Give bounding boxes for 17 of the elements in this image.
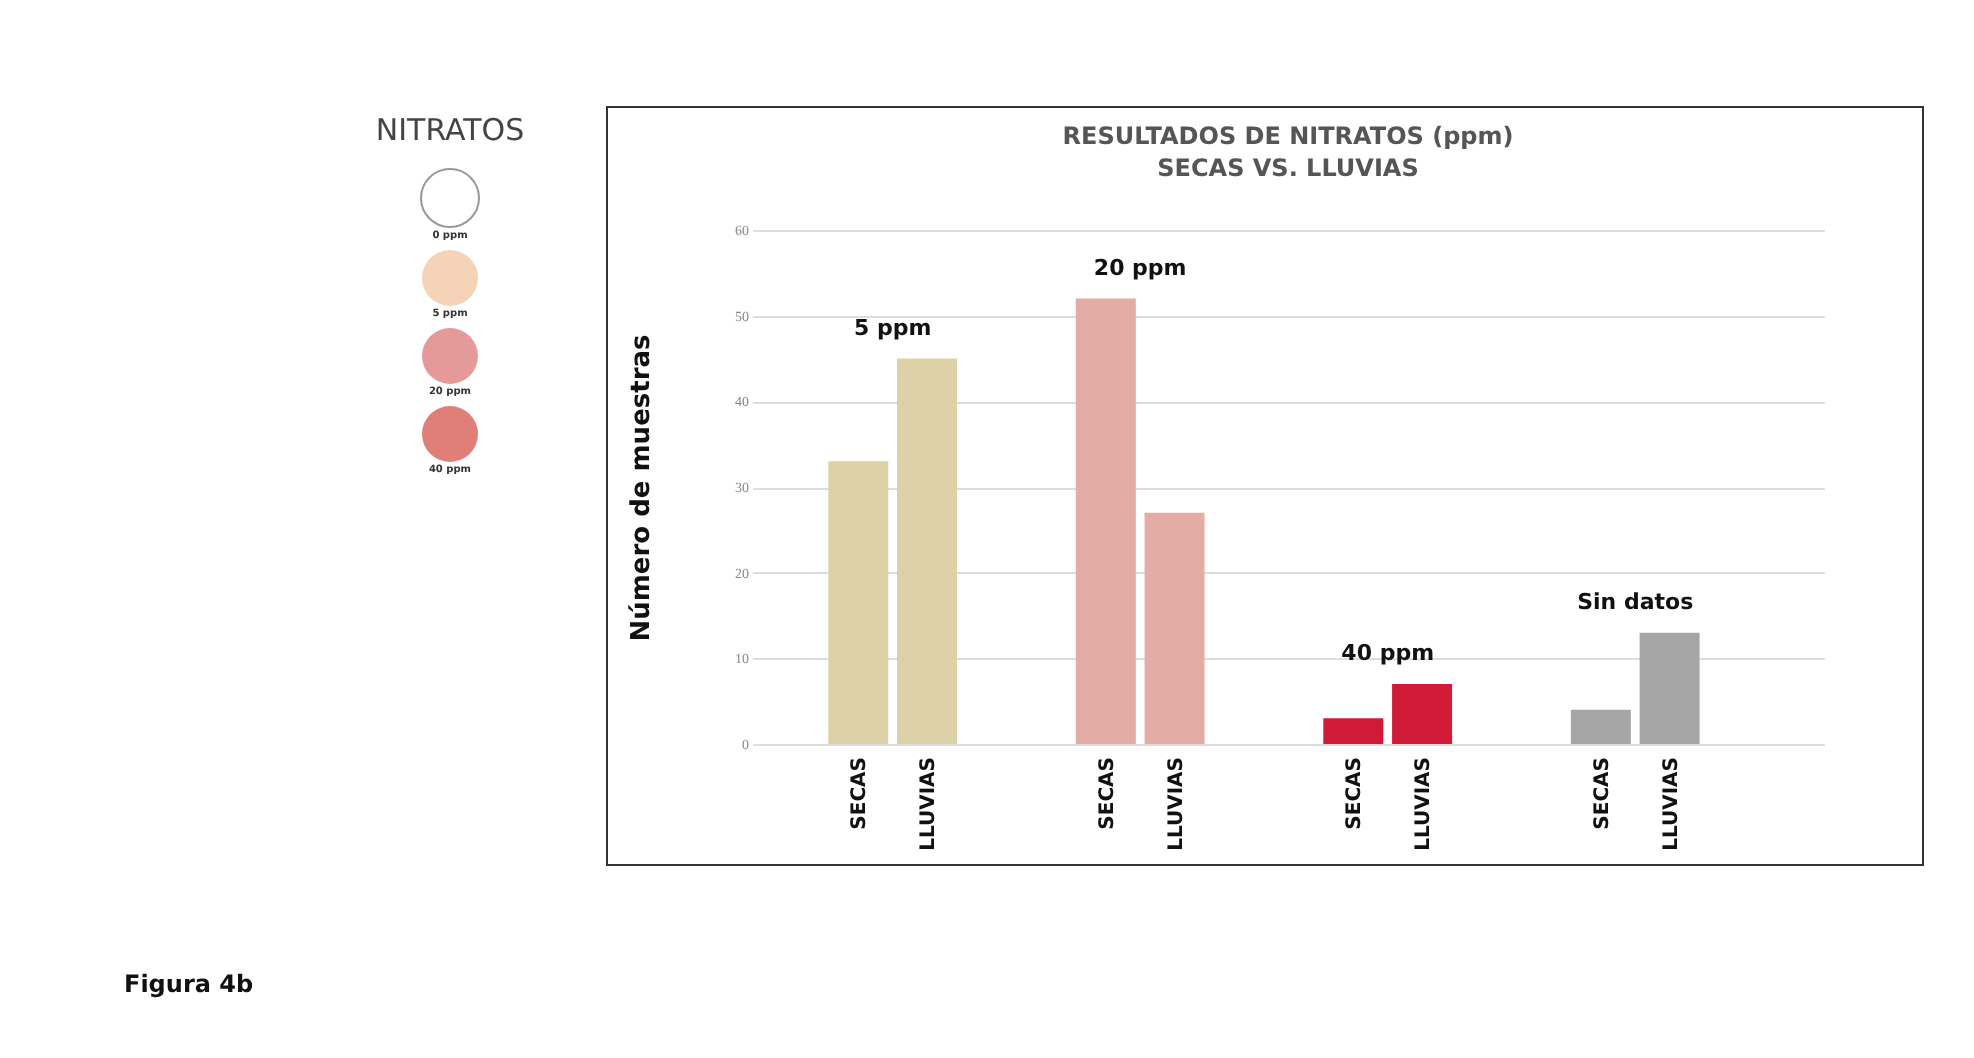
x-tick-label: LLUVIAS [1660, 757, 1683, 851]
x-tick-label: LLUVIAS [1165, 757, 1188, 851]
x-tick-label: SECAS [849, 757, 872, 830]
annotation: 20 ppm [1093, 254, 1187, 281]
annotation: 40 ppm [1341, 640, 1435, 667]
x-tick-label: SECAS [1344, 757, 1367, 830]
x-tick-label: LLUVIAS [1413, 757, 1436, 851]
x-tick-label: SECAS [1591, 757, 1614, 830]
chart-subtitle: SECAS VS. LLUVIAS [1157, 154, 1419, 182]
x-tick-label: LLUVIAS [918, 757, 941, 851]
annotation: Sin datos [1577, 588, 1695, 615]
x-tick-label: SECAS [1096, 757, 1119, 830]
y-axis-title: Número de muestras [627, 333, 657, 642]
annotation: 5 ppm [853, 314, 932, 341]
text: Figura 4b [124, 970, 254, 998]
text: NITRATOS [373, 112, 527, 148]
chart-title: RESULTADOS DE NITRATOS (ppm) [1062, 122, 1514, 150]
